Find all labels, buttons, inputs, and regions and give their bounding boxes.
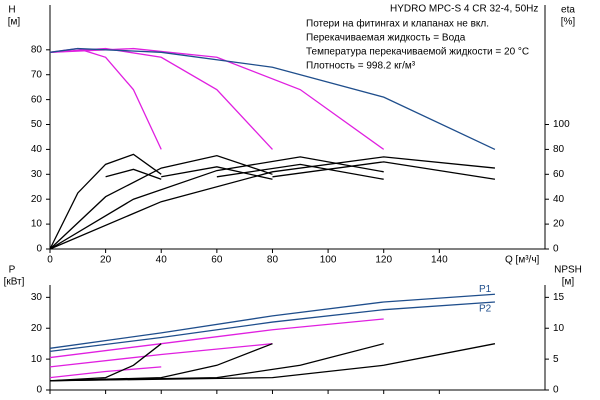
y-tick-label: 0 xyxy=(36,385,42,396)
y2-tick-label: 20 xyxy=(553,219,565,230)
series-line xyxy=(49,153,162,250)
annotation: Потери на фитингах и клапанах не вкл. xyxy=(306,18,489,30)
x-tick-label: 120 xyxy=(375,255,392,266)
y2-tick-label: 0 xyxy=(553,244,559,255)
y2-tick-label: 5 xyxy=(553,354,559,365)
x-tick-label: 20 xyxy=(100,255,112,266)
y2-tick-label: 15 xyxy=(553,292,565,303)
y2-tick-label: 80 xyxy=(553,144,565,155)
series-line xyxy=(161,166,273,180)
y2-axis-label: eta xyxy=(561,5,575,16)
series-line xyxy=(49,156,496,250)
y2-axis-unit: [%] xyxy=(561,17,576,28)
y-tick-label: 30 xyxy=(31,292,43,303)
series-line xyxy=(49,343,496,382)
y-axis-label: H xyxy=(8,5,15,16)
series-line xyxy=(105,168,162,180)
x-tick-label: 80 xyxy=(267,255,279,266)
series-line xyxy=(272,161,496,180)
series-line xyxy=(49,301,495,353)
y-tick-label: 30 xyxy=(31,169,43,180)
x-tick-label: 0 xyxy=(47,255,53,266)
y2-axis-label: NPSH xyxy=(554,265,582,276)
series-label: P2 xyxy=(479,304,492,315)
y-tick-label: 10 xyxy=(31,354,43,365)
series-line xyxy=(49,343,273,368)
series-line xyxy=(49,343,273,382)
y-tick-label: 10 xyxy=(31,219,43,230)
y-axis-unit: [кВт] xyxy=(4,277,25,288)
y-tick-label: 40 xyxy=(31,144,43,155)
y2-tick-label: 0 xyxy=(553,385,559,396)
y-tick-label: 60 xyxy=(31,94,43,105)
y2-tick-label: 60 xyxy=(553,169,565,180)
series-line xyxy=(49,47,162,150)
y-tick-label: 20 xyxy=(31,323,43,334)
y-axis-unit: [м] xyxy=(8,17,21,28)
series-line xyxy=(49,47,496,150)
series-line xyxy=(216,163,384,180)
x-tick-label: 100 xyxy=(320,255,337,266)
series-line xyxy=(49,156,384,250)
y2-axis-unit: [м] xyxy=(562,277,575,288)
x-tick-label: 40 xyxy=(156,255,168,266)
series-line xyxy=(49,366,162,379)
annotation: Перекачиваемая жидкость = Вода xyxy=(306,33,466,44)
y2-tick-label: 100 xyxy=(553,119,570,130)
y-axis-label: P xyxy=(9,265,16,276)
annotation: Температура перекачиваемой жидкости = 20… xyxy=(306,47,529,58)
y2-tick-label: 40 xyxy=(553,194,565,205)
y-tick-label: 80 xyxy=(31,44,43,55)
y-tick-label: 0 xyxy=(36,244,42,255)
annotation: Плотность = 998.2 кг/м³ xyxy=(306,61,416,72)
y-tick-label: 20 xyxy=(31,194,43,205)
y-tick-label: 50 xyxy=(31,119,43,130)
series-line xyxy=(49,293,495,349)
series-line xyxy=(49,343,162,382)
x-axis-label: Q [м³/ч] xyxy=(505,255,540,266)
series-line xyxy=(49,47,273,150)
y2-tick-label: 10 xyxy=(553,323,565,334)
series-line xyxy=(49,318,384,359)
x-tick-label: 140 xyxy=(431,255,448,266)
series-line xyxy=(49,154,273,250)
x-tick-label: 60 xyxy=(211,255,223,266)
chart-title: HYDRO MPC-S 4 CR 32-4, 50Hz xyxy=(390,4,538,15)
y-tick-label: 70 xyxy=(31,69,43,80)
series-label: P1 xyxy=(479,284,492,295)
